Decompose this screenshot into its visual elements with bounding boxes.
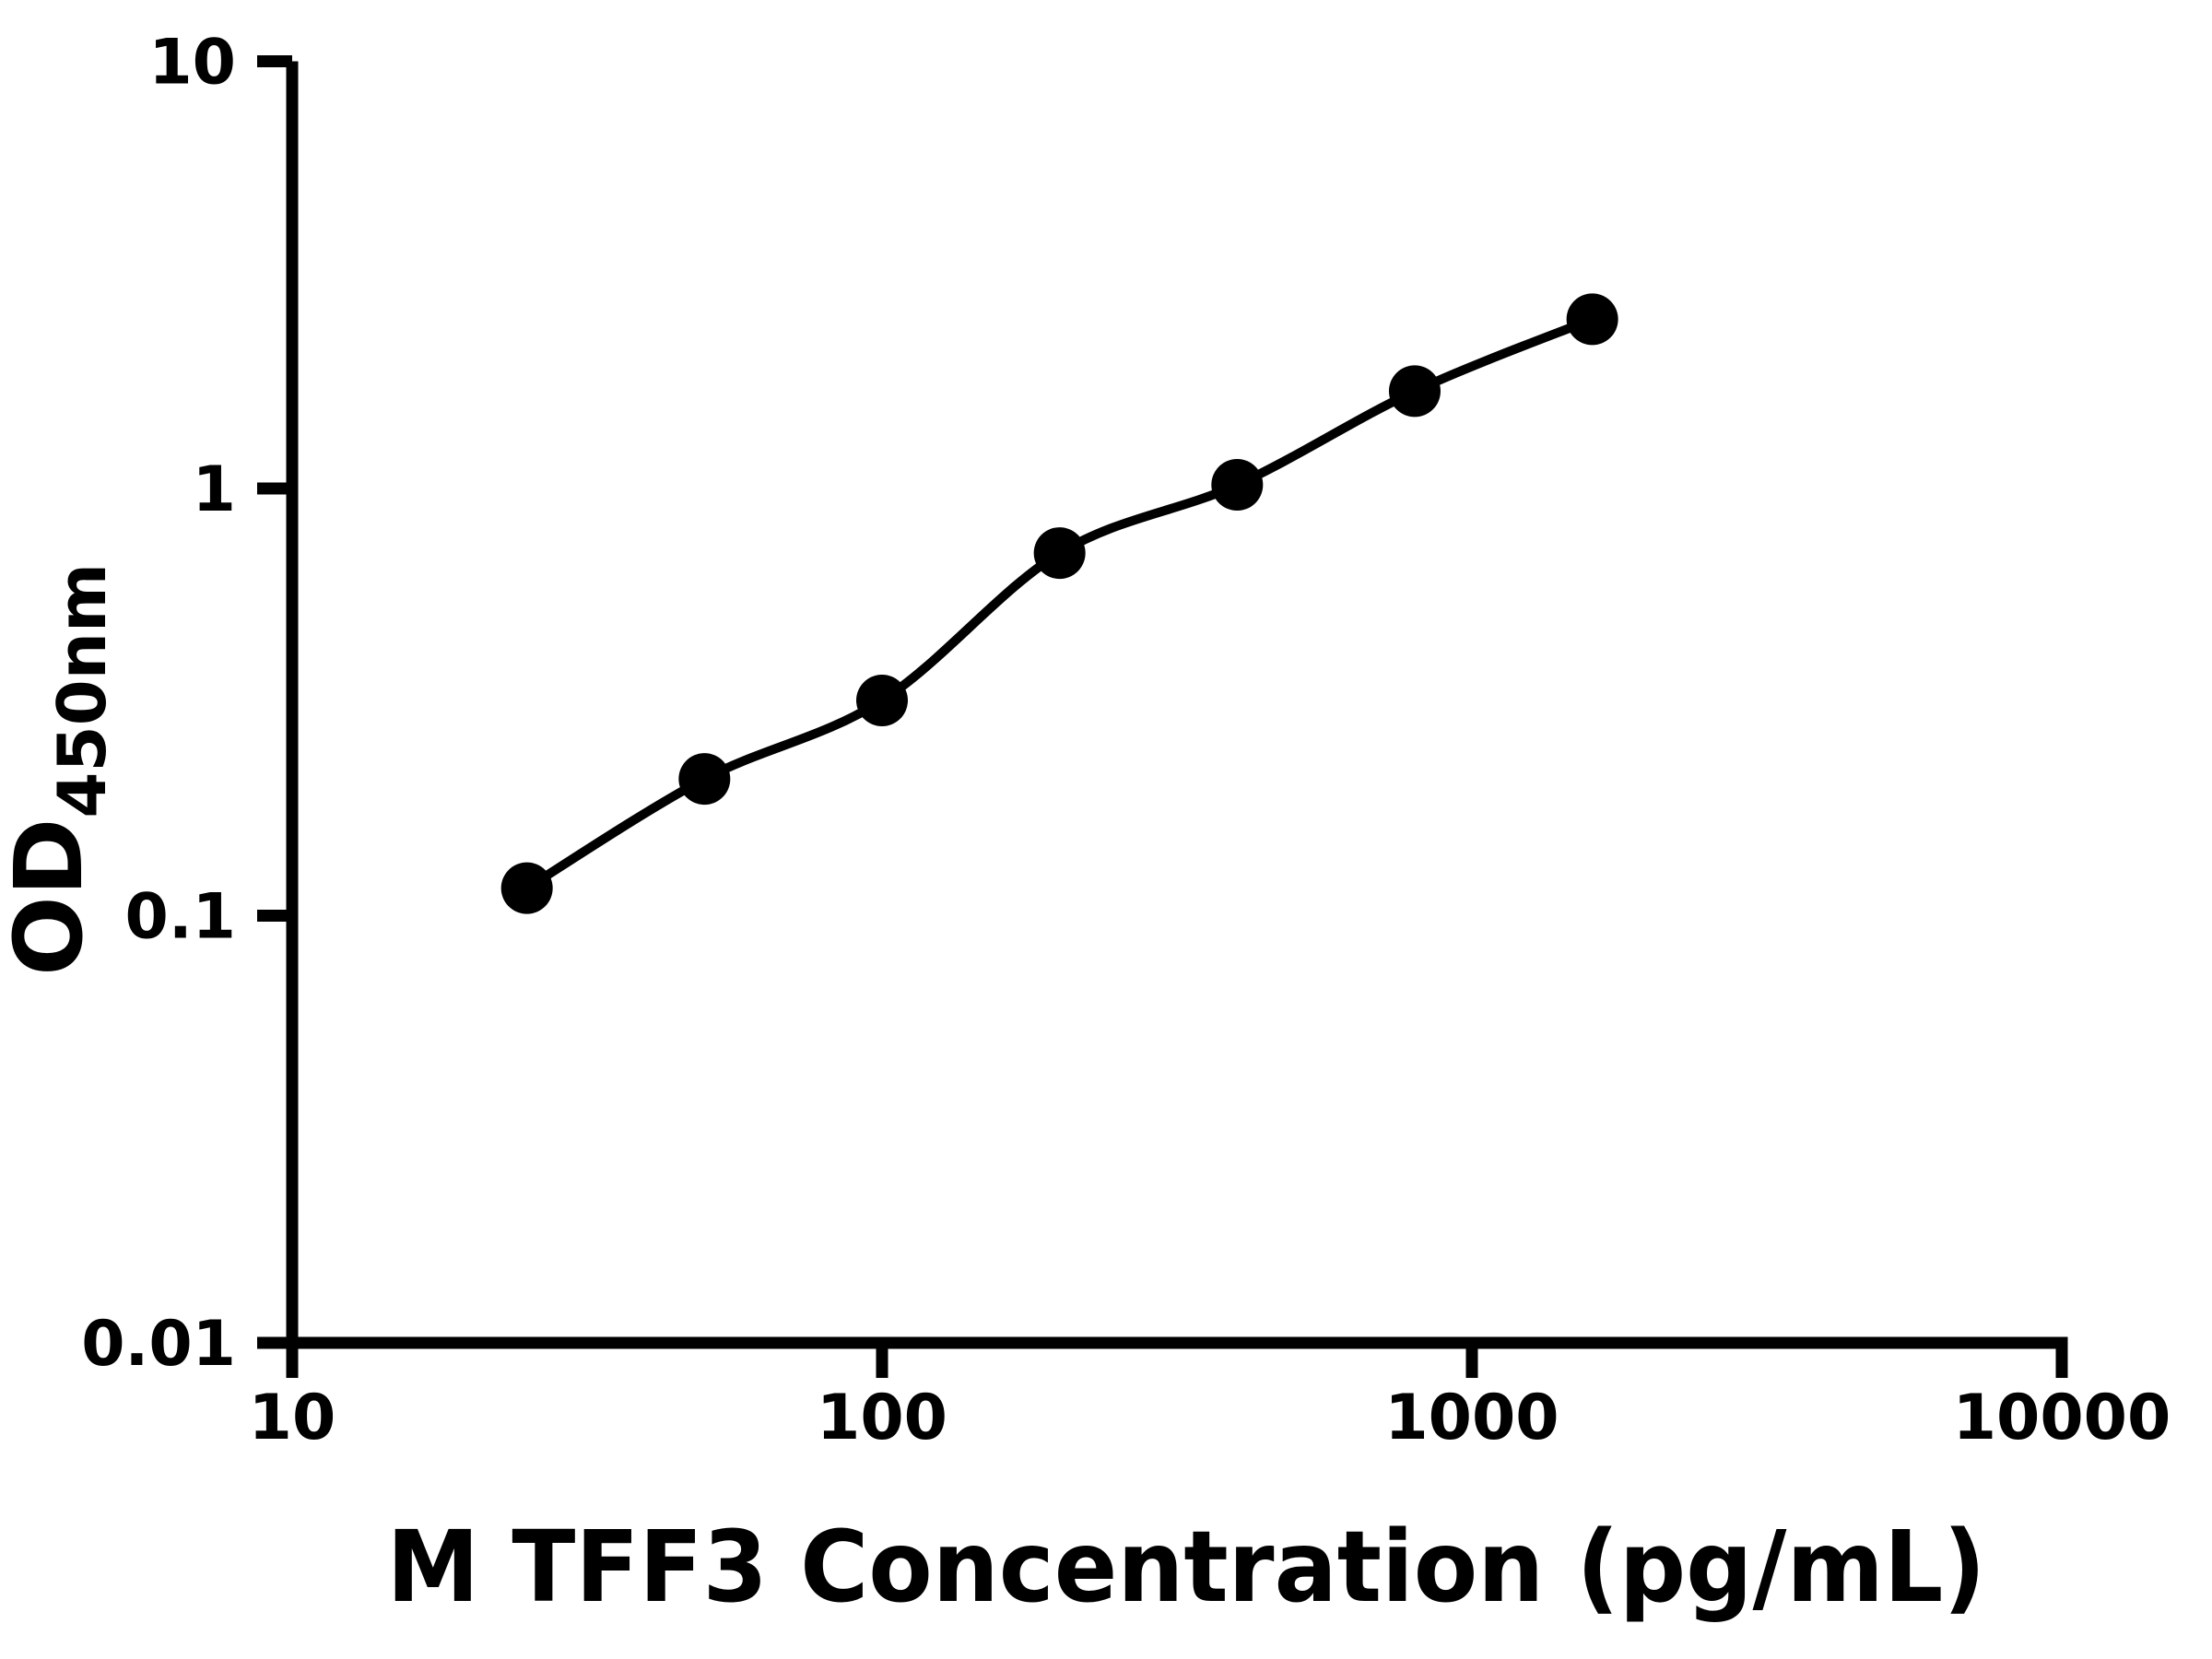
- y-axis-title-subscript: 450nm: [43, 563, 121, 818]
- y-tick-label: 0.01: [81, 1308, 236, 1381]
- data-point-200: [1033, 527, 1086, 580]
- y-tick-label: 0.1: [125, 881, 236, 954]
- x-axis-title: M TFF3 Concentration (pg/mL): [387, 1511, 1986, 1625]
- x-tick-label: 10: [249, 1382, 336, 1454]
- data-point-1600: [1566, 293, 1618, 346]
- data-point-800: [1388, 365, 1441, 418]
- y-axis-title-main: OD: [0, 818, 104, 976]
- data-point-50: [678, 753, 731, 806]
- data-point-25: [500, 862, 553, 914]
- y-axis-title: OD450nm: [0, 563, 121, 976]
- y-tick-label: 1: [193, 453, 236, 526]
- x-tick-label: 10000: [1953, 1382, 2171, 1454]
- y-tick-label: 10: [148, 27, 236, 100]
- x-tick-label: 1000: [1384, 1382, 1559, 1454]
- data-point-400: [1211, 459, 1264, 512]
- x-tick-label: 100: [817, 1382, 947, 1454]
- data-point-100: [856, 674, 908, 726]
